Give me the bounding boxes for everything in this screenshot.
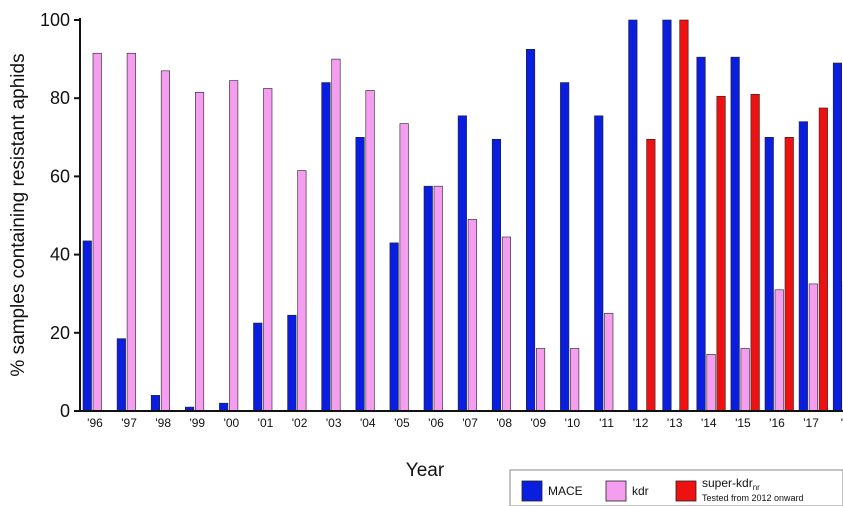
x-tick-label: '03	[326, 416, 342, 430]
x-tick-label: '02	[292, 416, 308, 430]
bars	[82, 19, 843, 412]
x-tick-label: '12	[633, 416, 649, 430]
bar-kdr-3	[195, 92, 205, 412]
bar-mace-0	[82, 240, 92, 412]
bar-kdr-12	[501, 236, 512, 412]
x-axis: '96 '97 '98 '99 '00 '01 '02 '03 '04 '05 '06 '07 '08 '…	[80, 410, 843, 430]
bar-mace-18	[696, 56, 706, 412]
y-tick-label: 60	[50, 166, 70, 186]
bar-superkdr-20	[784, 137, 794, 412]
bar-mace-2	[150, 395, 160, 412]
bar-superkdr-18	[716, 95, 726, 412]
bar-mace-22	[832, 62, 843, 412]
bar-kdr-0	[92, 52, 102, 412]
bar-kdr-7	[331, 58, 341, 412]
bar-kdr-6	[297, 170, 307, 412]
bar-kdr-2	[160, 70, 170, 412]
x-tick-label: '11	[599, 416, 614, 430]
bar-mace-5	[253, 322, 263, 412]
y-axis: 0 20 40 60 80 100	[40, 10, 81, 421]
x-tick-label: '15	[735, 416, 751, 430]
bar-mace-21	[798, 121, 808, 412]
bar-mace-16	[628, 19, 638, 412]
bar-superkdr-17	[679, 19, 689, 412]
bar-kdr-21	[808, 283, 818, 412]
bar-kdr-14	[570, 348, 580, 412]
bar-mace-13	[525, 49, 536, 412]
y-tick-label: 100	[40, 10, 70, 30]
x-tick-label: '96	[87, 416, 103, 430]
bar-kdr-9	[399, 123, 409, 412]
bar-superkdr-21	[818, 107, 828, 412]
bar-mace-19	[730, 56, 740, 412]
bar-kdr-5	[263, 88, 273, 412]
bar-kdr-20	[774, 289, 784, 412]
x-tick-label: '1	[841, 416, 843, 430]
x-tick-label: '00	[224, 416, 240, 430]
x-tick-label: '06	[428, 416, 444, 430]
x-tick-label: '17	[803, 416, 819, 430]
bar-mace-6	[287, 314, 297, 412]
legend-note: Tested from 2012 onward	[702, 493, 804, 503]
bar-mace-15	[594, 115, 604, 412]
y-axis-title: % samples containing resistant aphids	[8, 53, 29, 376]
x-axis-title: Year	[406, 460, 445, 481]
y-tick-label: 0	[60, 401, 70, 421]
y-tick-label: 20	[50, 323, 70, 343]
bar-kdr-19	[740, 348, 750, 412]
legend-swatch-kdr	[605, 480, 627, 502]
x-tick-label: '98	[155, 416, 171, 430]
bar-kdr-1	[126, 52, 136, 412]
bar-kdr-11	[467, 219, 477, 412]
x-tick-label: '09	[530, 416, 546, 430]
bar-mace-20	[764, 137, 774, 412]
x-tick-label: '05	[394, 416, 410, 430]
legend-label-kdr: kdr	[632, 484, 649, 498]
x-tick-label: '97	[121, 416, 137, 430]
bar-kdr-18	[706, 354, 716, 412]
bar-mace-17	[662, 19, 672, 412]
y-tick-label: 40	[50, 245, 70, 265]
legend-label-superkdr: super-kdrnr	[702, 476, 760, 492]
y-tick-label: 80	[50, 88, 70, 108]
bar-kdr-15	[604, 312, 614, 412]
x-tick-label: '99	[189, 416, 205, 430]
bar-mace-9	[389, 242, 399, 412]
bar-kdr-8	[365, 90, 375, 412]
bar-mace-12	[491, 138, 502, 412]
legend-swatch-mace	[521, 480, 543, 502]
bar-mace-8	[355, 137, 365, 412]
bar-superkdr-19	[750, 93, 760, 412]
bar-mace-10	[423, 185, 433, 412]
bar-kdr-10	[433, 185, 443, 412]
x-tick-label: '04	[360, 416, 376, 430]
legend-swatch-superkdr	[675, 480, 697, 502]
bar-kdr-4	[229, 80, 239, 412]
bar-mace-11	[457, 115, 467, 412]
x-tick-label: '10	[565, 416, 581, 430]
x-tick-label: '07	[462, 416, 478, 430]
x-tick-label: '01	[258, 416, 274, 430]
bar-mace-14	[560, 82, 570, 412]
x-tick-label: '13	[667, 416, 683, 430]
x-tick-label: '16	[769, 416, 785, 430]
bar-superkdr-16	[646, 138, 656, 412]
bar-mace-7	[321, 82, 331, 412]
x-tick-label: '14	[701, 416, 717, 430]
x-tick-label: '08	[496, 416, 512, 430]
bar-kdr-13	[535, 348, 546, 412]
legend-label-mace: MACE	[548, 484, 583, 498]
bar-mace-4	[219, 402, 229, 412]
bar-mace-1	[116, 338, 126, 412]
